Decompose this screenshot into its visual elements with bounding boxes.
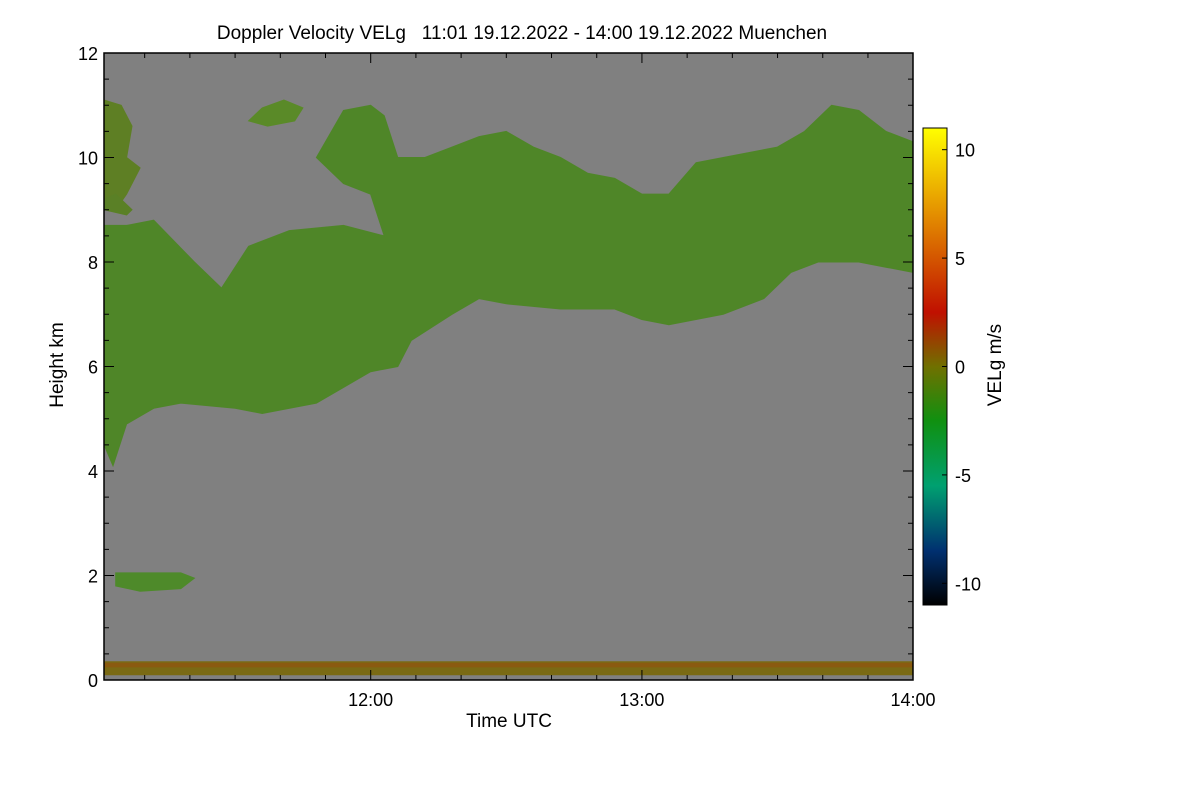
- y-tick-label: 8: [88, 253, 98, 273]
- y-tick-label: 4: [88, 462, 98, 482]
- x-tick-label: 13:00: [619, 690, 664, 710]
- cloud-layer-low-cloud-2km: [115, 572, 196, 592]
- x-axis-label: Time UTC: [466, 711, 552, 732]
- colorbar-tick-label: 10: [955, 141, 975, 161]
- y-axis: 0 2 4 6 8 10 12: [78, 44, 913, 691]
- colorbar-axis: 10 5 0 -5 -10: [942, 141, 981, 594]
- y-tick-label: 0: [88, 671, 98, 691]
- x-tick-label: 12:00: [348, 690, 393, 710]
- y-tick-label: 12: [78, 44, 98, 64]
- colorbar-tick-label: -10: [955, 574, 981, 594]
- colorbar-tick-label: 0: [955, 358, 965, 378]
- x-tick-label: 14:00: [890, 690, 935, 710]
- cloud-layer-top-cirrus-fragment: [247, 99, 304, 127]
- colorbar-tick-label: 5: [955, 249, 965, 269]
- chart-title: Doppler Velocity VELg 11:01 19.12.2022 -…: [217, 23, 827, 44]
- y-tick-label: 10: [78, 149, 98, 169]
- y-tick-label: 2: [88, 567, 98, 587]
- cloud-layer-ground-line: [104, 662, 913, 668]
- velocity-field: [104, 99, 913, 676]
- colorbar-tick-label: -5: [955, 466, 971, 486]
- x-axis: 12:00 13:00 14:00: [144, 53, 936, 710]
- cloud-layer-main-cloud-band: [104, 104, 913, 468]
- y-axis-label: Height km: [47, 322, 68, 408]
- y-tick-label: 6: [88, 358, 98, 378]
- colorbar-label: VELg m/s: [985, 324, 1006, 406]
